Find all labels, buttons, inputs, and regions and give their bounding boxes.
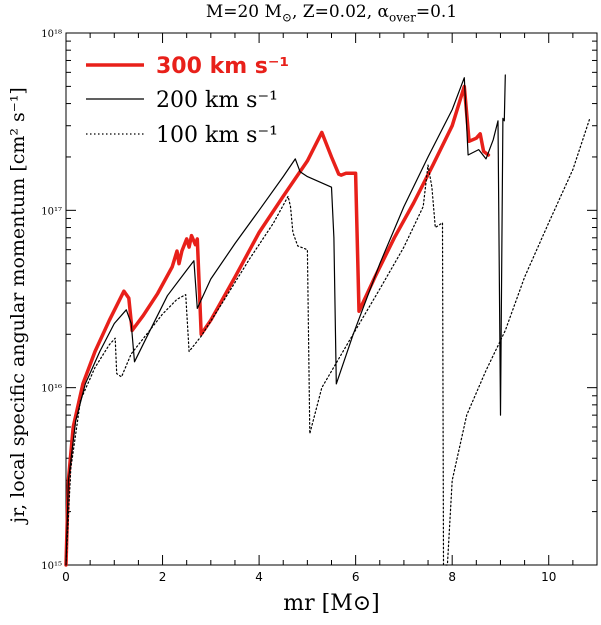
legend-label-2: 200 km s⁻¹ bbox=[156, 88, 278, 113]
axis-ticks bbox=[65, 32, 598, 566]
chart-title: M=20 M⊙, Z=0.02, αover=0.1 bbox=[66, 2, 597, 24]
y-axis-label: jr, local specific angular momentum [cm²… bbox=[7, 87, 29, 523]
title-mass: M=20 M bbox=[205, 2, 282, 22]
y-tick-label: 10¹⁸ bbox=[41, 29, 62, 40]
x-tick-label: 10 bbox=[541, 570, 556, 584]
series-lines bbox=[64, 74, 591, 567]
y-tick-label: 10¹⁶ bbox=[41, 384, 62, 395]
x-tick-label: 2 bbox=[159, 570, 167, 584]
title-over-value: =0.1 bbox=[415, 2, 458, 22]
series-line-3 bbox=[65, 117, 591, 566]
x-tick-label: 8 bbox=[448, 570, 456, 584]
series-line-1 bbox=[64, 84, 491, 567]
legend: 300 km s⁻¹ 200 km s⁻¹ 100 km s⁻¹ bbox=[86, 54, 289, 148]
legend-label-1: 300 km s⁻¹ bbox=[156, 54, 289, 79]
legend-label-3: 100 km s⁻¹ bbox=[156, 123, 278, 148]
title-sun-symbol: ⊙ bbox=[281, 10, 292, 25]
x-tick-label: 0 bbox=[62, 570, 70, 584]
y-tick-label: 10¹⁷ bbox=[41, 206, 62, 217]
title-metallicity: , Z=0.02, α bbox=[292, 2, 390, 22]
y-tick-label: 10¹⁵ bbox=[41, 561, 62, 572]
x-tick-label: 6 bbox=[352, 570, 360, 584]
series-line-2 bbox=[65, 74, 506, 566]
x-axis-label: mr [M⊙] bbox=[283, 591, 380, 616]
axis-tick-labels: 0 2 4 6 8 10 10¹⁵ 10¹⁶ 10¹⁷ 10¹⁸ bbox=[41, 29, 556, 584]
title-over-subscript: over bbox=[389, 10, 416, 25]
plot-frame bbox=[65, 32, 598, 566]
x-tick-label: 4 bbox=[255, 570, 263, 584]
